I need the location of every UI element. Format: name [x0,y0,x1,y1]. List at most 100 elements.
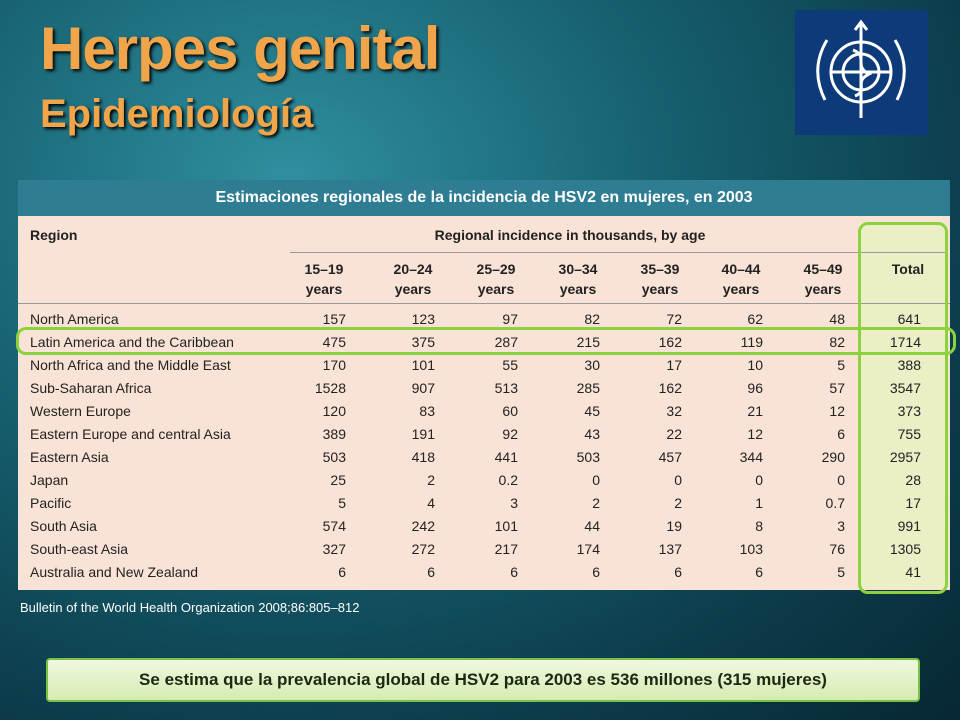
total-cell: 2957 [889,449,921,465]
value-cell: 0 [837,472,845,488]
column-header: 25–29 [476,261,516,277]
value-cell: 162 [658,334,682,350]
value-cell: 82 [829,334,845,350]
value-cell: 120 [322,403,346,419]
value-cell: 30 [584,357,600,373]
value-cell: 6 [837,426,845,442]
value-cell: 290 [821,449,845,465]
value-cell: 83 [419,403,435,419]
value-cell: 6 [427,564,435,580]
value-cell: 43 [584,426,600,442]
value-cell: 272 [411,541,435,557]
value-cell: 6 [674,564,682,580]
data-table: Region Regional incidence in thousands, b… [18,216,950,590]
value-cell: 475 [322,334,346,350]
c h: Regional incidence in thousands, by age [434,227,706,243]
value-cell: 96 [747,380,763,396]
citation: Bulletin of the World Health Organizatio… [20,600,360,615]
value-cell: 82 [584,311,600,327]
region-cell: Sub-Saharan Africa [30,380,152,396]
value-cell: 137 [658,541,682,557]
column-header: years [804,281,842,297]
value-cell: 0 [755,472,763,488]
value-cell: 574 [322,518,346,534]
value-cell: 503 [322,449,346,465]
value-cell: 5 [837,564,845,580]
region-cell: North America [30,311,119,327]
column-header: 45–49 [803,261,843,277]
total-cell: 28 [905,472,921,488]
value-cell: 44 [584,518,600,534]
value-cell: 0 [592,472,600,488]
value-cell: 4 [427,495,435,511]
total-cell: 17 [905,495,921,511]
value-cell: 5 [837,357,845,373]
value-cell: 45 [584,403,600,419]
value-cell: 12 [747,426,763,442]
region-cell: North Africa and the Middle East [30,357,231,373]
value-cell: 217 [494,541,518,557]
value-cell: 1 [755,495,763,511]
value-cell: 389 [322,426,346,442]
region-cell: Western Europe [30,403,131,419]
value-cell: 907 [411,380,435,396]
total-cell: 41 [905,564,921,580]
value-cell: 170 [322,357,346,373]
region-cell: South-east Asia [30,541,129,557]
region-cell: Australia and New Zealand [30,564,199,580]
value-cell: 157 [322,311,346,327]
value-cell: 162 [658,380,682,396]
value-cell: 191 [411,426,435,442]
value-cell: 6 [510,564,518,580]
value-cell: 21 [747,403,763,419]
table-caption: Estimaciones regionales de la incidencia… [18,180,950,216]
total-cell: 755 [897,426,921,442]
value-cell: 72 [666,311,682,327]
total-cell: 1714 [889,334,921,350]
value-cell: 2 [674,495,682,511]
column-header: 20–24 [393,261,433,277]
value-cell: 174 [576,541,600,557]
total-highlight [858,222,948,594]
value-cell: 285 [576,380,600,396]
value-cell: 327 [322,541,346,557]
value-cell: 25 [330,472,346,488]
column-header: 30–34 [558,261,598,277]
column-header: years [394,281,432,297]
value-cell: 6 [592,564,600,580]
value-cell: 8 [755,518,763,534]
value-cell: 2 [592,495,600,511]
column-header: years [722,281,760,297]
value-cell: 0.7 [825,495,845,511]
value-cell: 513 [494,380,518,396]
column-header: years [305,281,343,297]
value-cell: 76 [829,541,845,557]
value-cell: 19 [666,518,682,534]
value-cell: 418 [411,449,435,465]
region-cell: Japan [30,472,69,488]
value-cell: 60 [502,403,518,419]
value-cell: 6 [755,564,763,580]
row-highlight [16,327,956,355]
total-cell: 991 [897,518,921,534]
rule [18,303,950,304]
who-logo [795,10,928,135]
value-cell: 0.2 [498,472,518,488]
value-cell: 119 [740,334,763,350]
value-cell: 3 [837,518,845,534]
region-cell: Latin America and the Caribbean [30,334,234,350]
value-cell: 17 [666,357,682,373]
note-box: Se estima que la prevalencia global de H… [46,658,920,702]
total-cell: 388 [897,357,921,373]
column-header: Total [891,261,925,277]
region-cell: Eastern Asia [30,449,109,465]
value-cell: 101 [411,357,435,373]
value-cell: 457 [658,449,682,465]
value-cell: 12 [829,403,845,419]
value-cell: 103 [739,541,763,557]
value-cell: 55 [502,357,518,373]
column-header: years [477,281,515,297]
region-cell: Pacific [30,495,72,511]
value-cell: 287 [494,334,518,350]
